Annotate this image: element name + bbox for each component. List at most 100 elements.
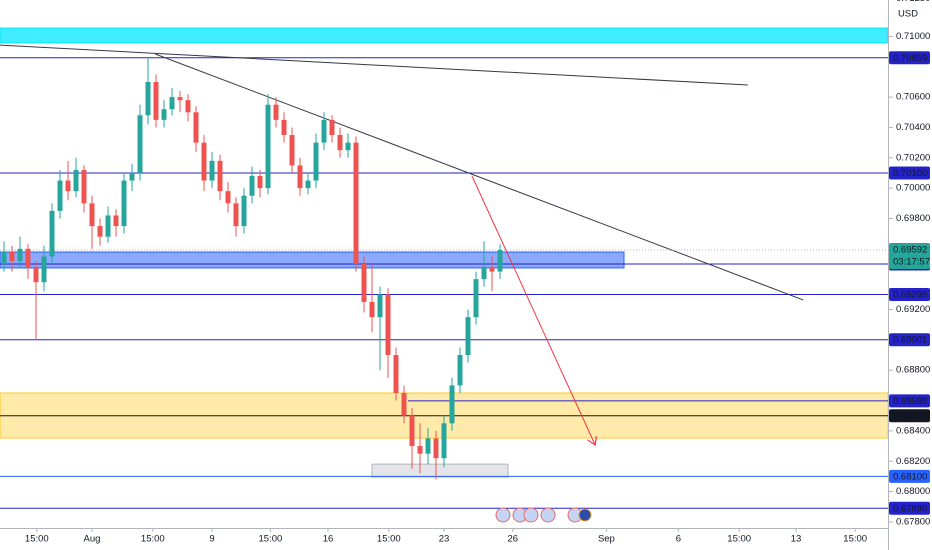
y-tick-label: 0.68800 <box>896 365 930 376</box>
candle-body <box>193 112 199 143</box>
candle-body <box>65 180 71 192</box>
candle-body <box>281 119 287 136</box>
x-tick-label: 23 <box>439 534 450 545</box>
candle-body <box>33 267 39 283</box>
x-tick-label: 16 <box>323 534 334 545</box>
candle-body <box>329 119 335 136</box>
y-tick-label: 0.71250 <box>896 0 930 4</box>
candle-body <box>425 438 431 454</box>
level-label: 0.68100 <box>893 471 927 482</box>
countdown-label: 03:17:57 <box>893 257 930 268</box>
y-tick-label: 0.70200 <box>896 152 930 163</box>
candle-body <box>113 215 119 227</box>
y-tick-label: 0.68400 <box>896 425 930 436</box>
level-label: 0.70100 <box>893 168 927 179</box>
level-label-bg <box>889 409 930 423</box>
candle-body <box>257 176 263 189</box>
candle-body <box>497 250 503 272</box>
candle-body <box>145 81 151 116</box>
level-label-bg <box>889 394 930 408</box>
candle-body <box>265 104 271 189</box>
x-tick-label: 26 <box>508 534 519 545</box>
level-label-bg <box>889 469 930 483</box>
candle-body <box>457 355 463 386</box>
candle-body <box>9 251 15 261</box>
level-label: 0.68598 <box>893 396 927 407</box>
candle-body <box>369 301 375 318</box>
level-label: 0.69299 <box>893 290 927 301</box>
candle-body <box>433 438 439 459</box>
x-tick-label: 15:00 <box>377 534 401 545</box>
candle-body <box>81 169 87 204</box>
y-tick-label: 0.67800 <box>896 516 930 527</box>
candle-body <box>393 355 399 393</box>
candle-body <box>377 294 383 318</box>
candle-body <box>417 446 423 454</box>
candle-body <box>201 142 207 181</box>
candle-body <box>273 104 279 120</box>
candle-body <box>249 176 255 196</box>
level-label-bg <box>889 333 930 347</box>
y-tick-label: 0.70400 <box>896 122 930 133</box>
trend-line <box>155 53 804 301</box>
candle-body <box>73 169 79 192</box>
x-tick-label: 15:00 <box>727 534 751 545</box>
candle-body <box>49 210 55 257</box>
candle-body <box>57 180 63 211</box>
candle-body <box>169 97 175 110</box>
x-tick-label: 15:00 <box>141 534 165 545</box>
candle-body <box>305 180 311 189</box>
candle-body <box>313 142 319 181</box>
level-label: 0.67890 <box>893 503 927 514</box>
y-tick-label: 0.68200 <box>896 456 930 467</box>
x-tick-label: 15:00 <box>25 534 49 545</box>
candle-body <box>401 392 407 416</box>
level-label-bg <box>889 166 930 180</box>
y-tick-label: 0.68000 <box>896 486 930 497</box>
level-label-bg <box>889 501 930 515</box>
zone <box>0 27 888 44</box>
candle-body <box>361 264 367 302</box>
x-tick-label: 9 <box>209 534 214 545</box>
candle-body <box>225 191 231 204</box>
candle-body <box>465 317 471 356</box>
level-label: 0.70859 <box>893 53 927 64</box>
candle-body <box>209 160 215 181</box>
current-price-label: 0.69592 <box>893 245 927 256</box>
level-label-bg <box>889 287 930 301</box>
candle-body <box>217 160 223 192</box>
candle-body <box>25 248 31 268</box>
candle-body <box>121 180 127 227</box>
candle-body <box>385 294 391 356</box>
candle-body <box>41 256 47 283</box>
candle-body <box>321 119 327 143</box>
currency-label: USD <box>898 9 918 20</box>
event-icon <box>578 508 592 522</box>
y-tick-label: 0.69800 <box>896 213 930 224</box>
candle-body <box>337 135 343 151</box>
candle-body <box>97 226 103 237</box>
candle-body <box>185 100 191 113</box>
candle-body <box>345 142 351 151</box>
candle-body <box>489 267 495 272</box>
zone <box>371 463 509 478</box>
candle-body <box>449 385 455 424</box>
candle-body <box>89 203 95 227</box>
x-tick-label: Aug <box>84 534 101 545</box>
candle-body <box>481 267 487 280</box>
candle-body <box>161 109 167 120</box>
y-tick-label: 0.71000 <box>896 31 930 42</box>
x-tick-label: Sep <box>598 534 615 545</box>
candle-body <box>153 81 159 120</box>
level-label-bg <box>889 51 930 65</box>
candle-body <box>129 172 135 181</box>
candle-body <box>105 215 111 237</box>
x-tick-label: 15:00 <box>259 534 283 545</box>
x-tick-label: 6 <box>676 534 681 545</box>
candle-body <box>233 203 239 227</box>
event-icon <box>540 507 556 523</box>
candle-body <box>1 251 7 264</box>
candle-body <box>297 165 303 189</box>
y-tick-label: 0.69200 <box>896 304 930 315</box>
